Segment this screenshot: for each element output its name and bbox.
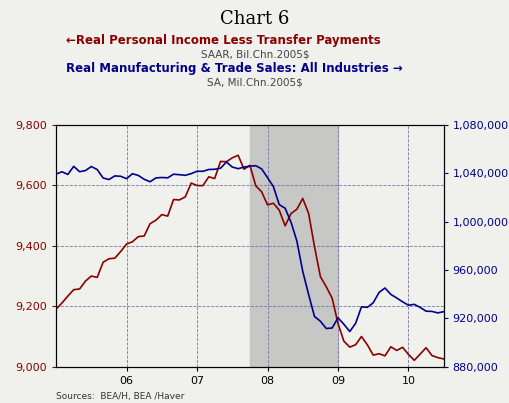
Text: Sources:  BEA/H, BEA /Haver: Sources: BEA/H, BEA /Haver: [56, 392, 184, 401]
Text: SA, Mil.Chn.2005$: SA, Mil.Chn.2005$: [207, 77, 302, 87]
Text: ←Real Personal Income Less Transfer Payments: ←Real Personal Income Less Transfer Paym…: [66, 34, 380, 47]
Bar: [249, 125, 337, 367]
Text: SAAR, Bil.Chn.2005$: SAAR, Bil.Chn.2005$: [201, 49, 308, 59]
Text: Chart 6: Chart 6: [220, 10, 289, 28]
Text: Real Manufacturing & Trade Sales: All Industries →: Real Manufacturing & Trade Sales: All In…: [66, 62, 402, 75]
